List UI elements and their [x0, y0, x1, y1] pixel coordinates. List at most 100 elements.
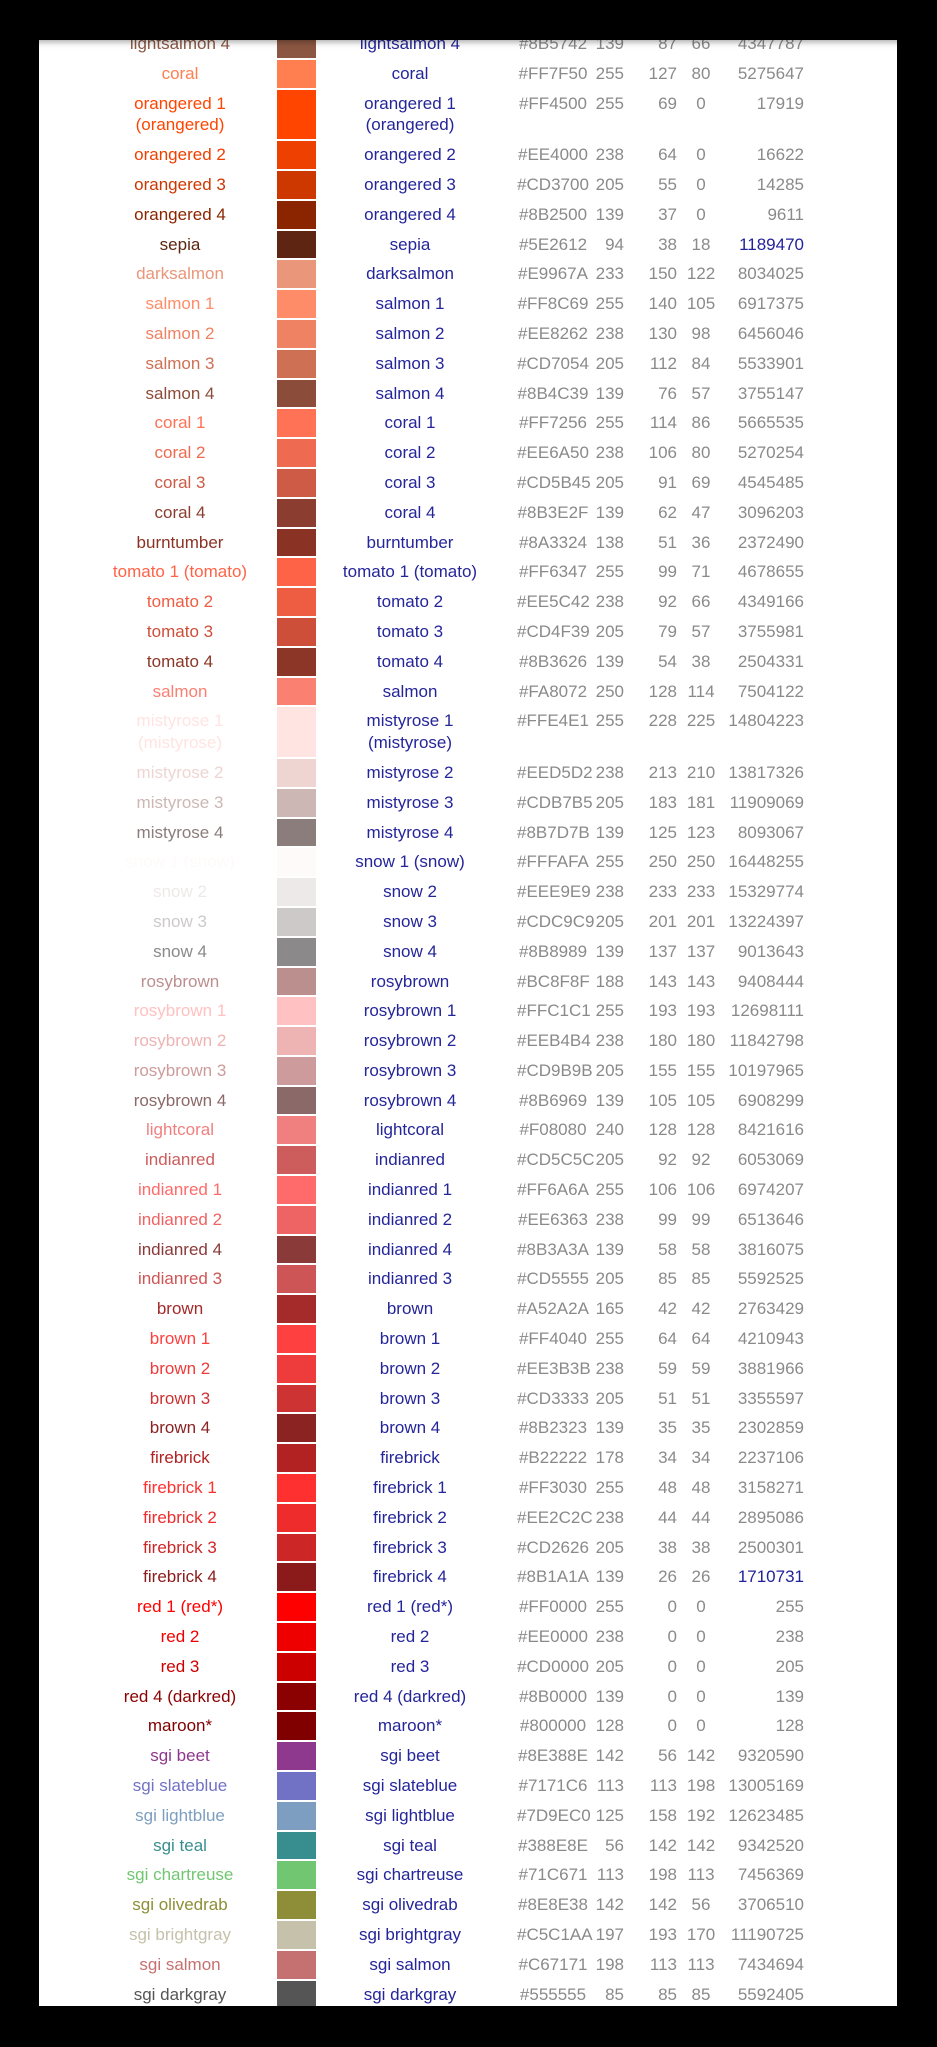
green-value: 99	[658, 1209, 677, 1229]
color-name: mistyrose 3	[85, 788, 275, 818]
hex-code: #FF7256	[518, 413, 588, 433]
green-value: 233	[648, 882, 677, 902]
blue-value: 92	[691, 1150, 711, 1170]
color-name-text: tomato 4	[146, 651, 214, 671]
color-row: snow 1 (snow) snow 1 (snow) #FFFAFA 255 250 2…	[39, 847, 897, 877]
blue-value: 0	[696, 1716, 706, 1736]
color-name: firebrick 4	[85, 1562, 275, 1592]
color-name-alt: snow 3	[316, 907, 504, 937]
green-value: 142	[648, 1835, 677, 1855]
color-row: rosybrown 3 rosybrown 3 #CD9B9B 205 155 155 10…	[39, 1056, 897, 1086]
red-value: 238	[595, 145, 624, 165]
decimal-value: 8093067	[737, 822, 804, 842]
decimal-link[interactable]: 1189470	[739, 234, 804, 254]
color-name-alt: sgi salmon	[316, 1950, 504, 1980]
color-name-text: firebrick 3	[373, 1537, 447, 1557]
green-value: 51	[658, 1388, 677, 1408]
hex-code: #EE3B3B	[517, 1358, 591, 1378]
color-name-alt: lightcoral	[316, 1115, 504, 1145]
decimal-value: 2895086	[737, 1507, 804, 1527]
color-name-text: coral 3	[384, 472, 436, 492]
red-value: 240	[595, 1120, 624, 1140]
color-row: rosybrown rosybrown #BC8F8F 188 143 143 940844…	[39, 967, 897, 997]
hex-code: #8B6969	[518, 1090, 588, 1110]
color-name-text: sgi chartreuse	[356, 1865, 464, 1885]
color-name-text: indianred 2	[367, 1209, 453, 1229]
hex-code: #FF3030	[518, 1478, 588, 1498]
red-value: 139	[595, 822, 624, 842]
color-name-text: tomato 4	[376, 651, 444, 671]
red-value: 238	[595, 443, 624, 463]
color-name-text: coral	[161, 63, 199, 83]
red-value: 205	[595, 621, 624, 641]
color-name-text: sepia	[159, 234, 201, 254]
color-swatch	[277, 1533, 316, 1562]
decimal-value: 4210943	[737, 1329, 804, 1349]
color-name-alt: rosybrown 3	[316, 1056, 504, 1086]
blue-value: 57	[691, 621, 711, 641]
blue-value: 155	[686, 1060, 716, 1080]
color-name-text: salmon 3	[375, 353, 445, 373]
color-name: sgi olivedrab	[85, 1890, 275, 1920]
color-name-text: maroon*	[377, 1716, 443, 1736]
color-name-alt: sgi darkgray	[316, 1980, 504, 2006]
color-name-alt: snow 2	[316, 877, 504, 907]
color-row: coral 4 coral 4 #8B3E2F 139 62 47 3096203	[39, 498, 897, 528]
color-row: firebrick 2 firebrick 2 #EE2C2C 238 44 44 2895…	[39, 1503, 897, 1533]
decimal-value: 255	[775, 1597, 804, 1617]
color-row: sgi salmon sgi salmon #C67171 198 113 113 7434…	[39, 1950, 897, 1980]
blue-value: 85	[691, 1269, 711, 1289]
hex-code: #8B3E2F	[517, 502, 589, 522]
hex-code: #CD5555	[517, 1269, 589, 1289]
color-swatch	[277, 1563, 316, 1592]
hex-code: #EE4000	[518, 145, 588, 165]
decimal-link[interactable]: 1710731	[737, 1567, 804, 1587]
blue-value: 86	[691, 413, 711, 433]
decimal-value: 2763429	[737, 1299, 804, 1319]
color-name: mistyrose 4	[85, 818, 275, 848]
color-name: firebrick 3	[85, 1533, 275, 1563]
blue-value: 48	[691, 1478, 711, 1498]
color-name-text: brown 2	[149, 1358, 211, 1378]
blue-value: 36	[691, 532, 711, 552]
color-name-text: tomato 3	[376, 621, 444, 641]
color-swatch	[277, 848, 316, 877]
color-name: salmon 4	[85, 379, 275, 409]
color-name-alt: sgi beet	[316, 1741, 504, 1771]
color-row: indianred indianred #CD5C5C 205 92 92 6053069	[39, 1145, 897, 1175]
red-value: 198	[595, 1954, 624, 1974]
color-row: sgi darkgray sgi darkgray #555555 85 85 85 559…	[39, 1980, 897, 2006]
blue-value: 250	[686, 852, 716, 872]
green-value: 143	[648, 971, 677, 991]
hex-code: #8B1A1A	[517, 1567, 589, 1587]
color-swatch	[277, 1176, 316, 1204]
red-value: 139	[595, 1686, 624, 1706]
blue-value: 0	[696, 1627, 706, 1647]
color-name-text: rosybrown	[140, 971, 220, 991]
color-name-alt: sepia	[316, 230, 504, 260]
color-row: orangered 2 orangered 2 #EE4000 238 64 0 16622	[39, 140, 897, 170]
color-swatch	[277, 1235, 316, 1264]
color-row: coral 3 coral 3 #CD5B45 205 91 69 4545485	[39, 468, 897, 498]
color-row: firebrick 1 firebrick 1 #FF3030 255 48 48 3158…	[39, 1473, 897, 1503]
red-value: 238	[595, 592, 624, 612]
hex-code: #EEB4B4	[517, 1031, 591, 1051]
red-value: 255	[595, 562, 624, 582]
color-swatch	[277, 677, 316, 706]
color-name-text: darksalmon	[136, 264, 224, 284]
color-name: darksalmon	[85, 259, 275, 289]
color-name-text: orangered 3	[134, 174, 226, 194]
red-value: 113	[596, 1865, 624, 1885]
color-name: firebrick 2	[85, 1503, 275, 1533]
color-swatch	[277, 1593, 316, 1622]
color-row: coral coral #FF7F50 255 127 80 5275647	[39, 59, 897, 89]
color-name-alt: firebrick 4	[316, 1562, 504, 1592]
color-swatch	[277, 818, 316, 847]
color-swatch	[277, 89, 316, 140]
hex-code: #CD7054	[517, 353, 589, 373]
color-name-text: salmon 3	[145, 353, 215, 373]
blue-value: 113	[687, 1954, 715, 1974]
color-name-text: coral	[391, 63, 429, 83]
blue-value: 137	[686, 941, 716, 961]
decimal-value: 11909069	[729, 792, 804, 812]
